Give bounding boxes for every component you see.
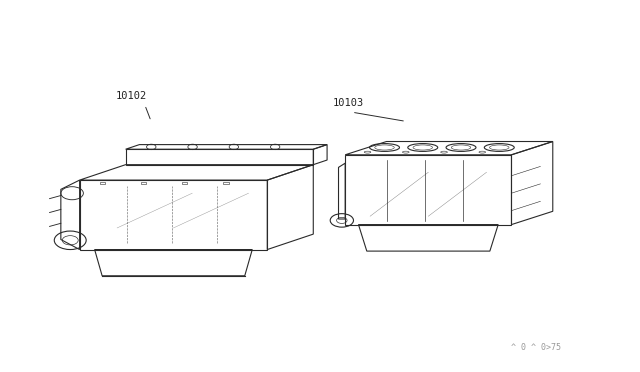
Text: ^ 0 ^ 0>75: ^ 0 ^ 0>75 (511, 343, 561, 352)
Text: 10103: 10103 (333, 99, 364, 109)
Bar (223, 182, 228, 184)
Bar (141, 182, 146, 184)
Bar (100, 182, 105, 184)
Bar (182, 182, 188, 184)
Text: 10102: 10102 (116, 91, 147, 101)
